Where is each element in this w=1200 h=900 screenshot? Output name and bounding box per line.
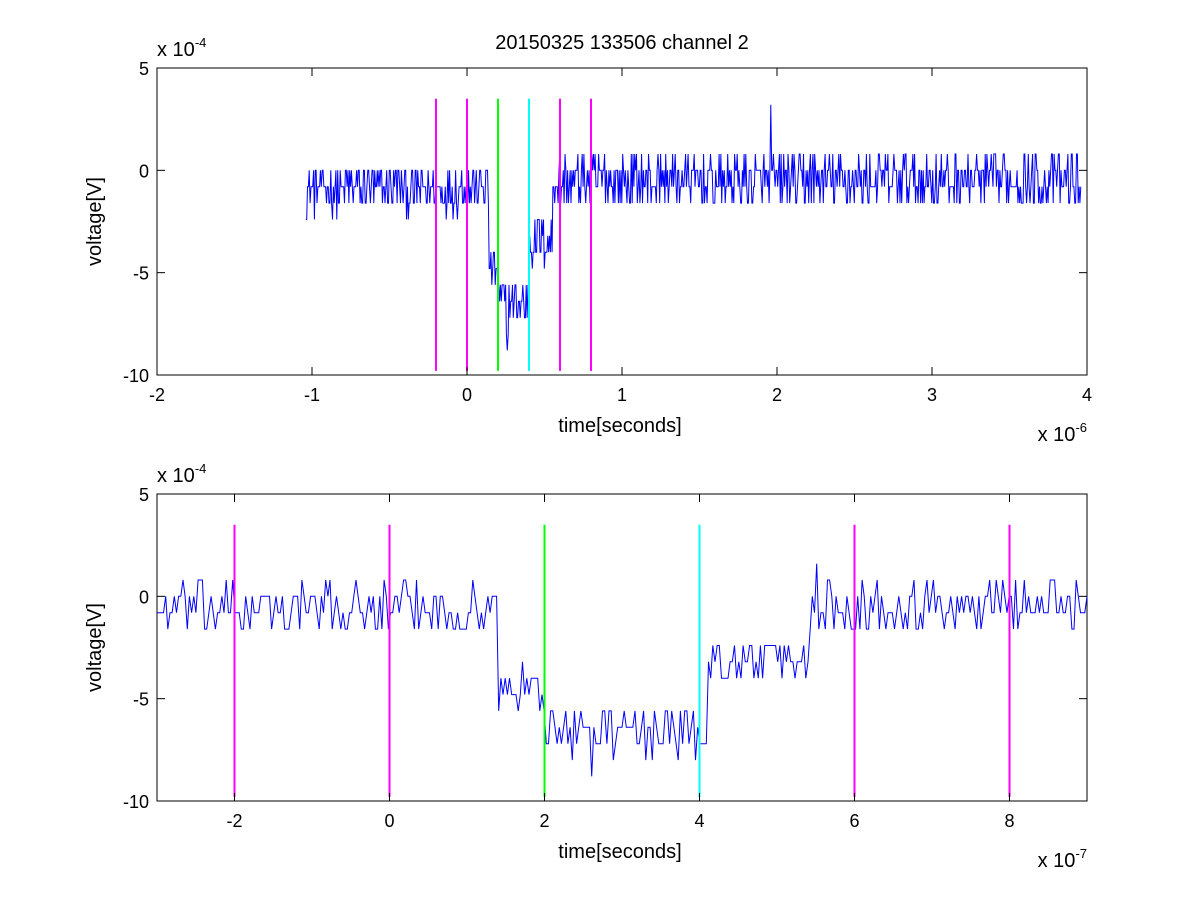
x-tick-label: 2 — [539, 811, 549, 831]
x-scale-label: x 10-6 — [1038, 420, 1087, 446]
y-axis-label: voltage[V] — [84, 177, 106, 266]
x-tick-label: 4 — [1082, 385, 1092, 405]
y-scale-exponent: -4 — [195, 461, 207, 476]
x-scale-exponent: -7 — [1075, 846, 1087, 861]
axes-box — [156, 67, 1088, 376]
x-tick-label: 4 — [694, 811, 704, 831]
bottom-plot: -2 0 2 4 6 8 -10 -5 0 5 x 10-4 x 10-7 time[seconds] v… — [84, 461, 1088, 872]
y-axis-label: voltage[V] — [84, 603, 106, 692]
y-tick-label: -10 — [123, 366, 149, 386]
x-tick-label: 2 — [772, 385, 782, 405]
y-scale-exponent: -4 — [195, 35, 207, 50]
x-tick-label: 0 — [384, 811, 394, 831]
chart-title: 20150325 133506 channel 2 — [495, 32, 749, 54]
signal-trace — [305, 104, 1082, 351]
x-tick-label: -1 — [304, 385, 320, 405]
signal-trace — [157, 563, 1088, 777]
x-tick-label: 8 — [1004, 811, 1014, 831]
x-tick-label: 6 — [849, 811, 859, 831]
y-tick-label: 5 — [139, 485, 149, 505]
x-tick-label: -2 — [149, 385, 165, 405]
x-scale-exponent: -6 — [1075, 420, 1087, 435]
x-tick-label: -2 — [226, 811, 242, 831]
y-tick-label: -5 — [133, 264, 149, 284]
x-scale-label: x 10-7 — [1038, 846, 1087, 872]
y-tick-label: 0 — [139, 161, 149, 181]
x-tick-label: 1 — [617, 385, 627, 405]
x-tick-label: 0 — [462, 385, 472, 405]
x-axis-label: time[seconds] — [558, 841, 681, 863]
y-scale-label: x 10-4 — [157, 35, 206, 61]
y-scale-label: x 10-4 — [157, 461, 206, 487]
y-tick-label: -10 — [123, 792, 149, 812]
y-tick-label: 0 — [139, 587, 149, 607]
y-tick-label: -5 — [133, 690, 149, 710]
axes-box — [156, 493, 1088, 802]
x-tick-label: 3 — [927, 385, 937, 405]
x-axis-label: time[seconds] — [558, 415, 681, 437]
y-tick-label: 5 — [139, 59, 149, 79]
